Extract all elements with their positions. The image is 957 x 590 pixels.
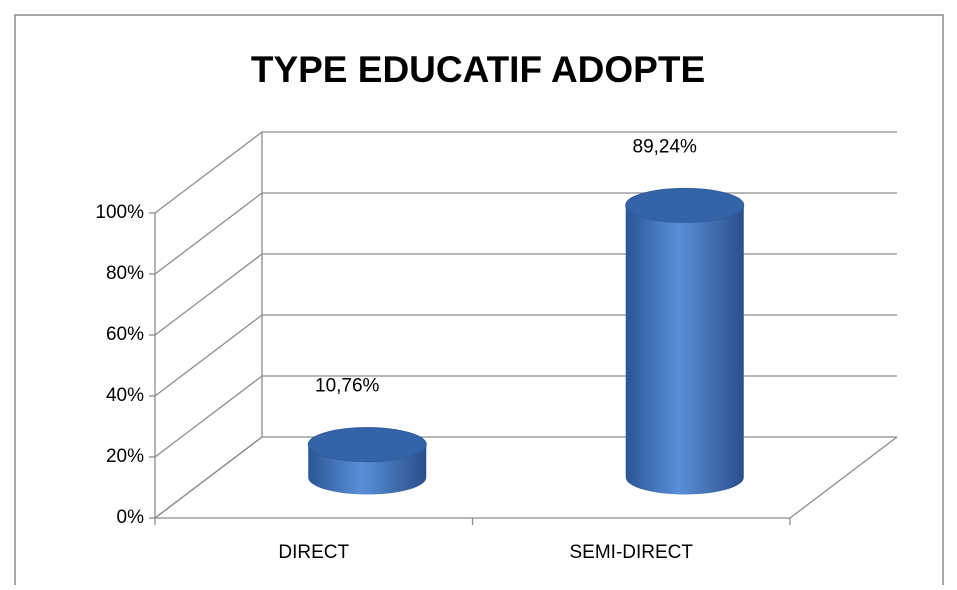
grid-line <box>154 375 263 458</box>
y-tick-label: 80% <box>106 263 144 284</box>
bar-top <box>625 187 745 223</box>
y-tick-label: 40% <box>106 385 144 406</box>
value-label: 10,76% <box>315 376 380 397</box>
y-tick-label: 0% <box>117 507 145 528</box>
grid-line <box>154 131 263 214</box>
chart-border <box>14 14 944 590</box>
bar-top <box>307 427 427 463</box>
y-tick-label: 100% <box>95 202 144 223</box>
y-tick-label: 20% <box>106 446 144 467</box>
bar <box>625 205 744 495</box>
grid-line <box>154 314 263 397</box>
x-tick-label: SEMI-DIRECT <box>570 542 694 563</box>
chart-title: TYPE EDUCATIF ADOPTE <box>251 49 705 90</box>
grid-line <box>154 192 263 275</box>
grid-line <box>154 436 263 519</box>
floor-edge <box>789 436 898 519</box>
y-tick-label: 60% <box>106 324 144 345</box>
x-tick-label: DIRECT <box>278 542 349 563</box>
grid-line <box>154 253 263 336</box>
value-label: 89,24% <box>633 136 698 157</box>
